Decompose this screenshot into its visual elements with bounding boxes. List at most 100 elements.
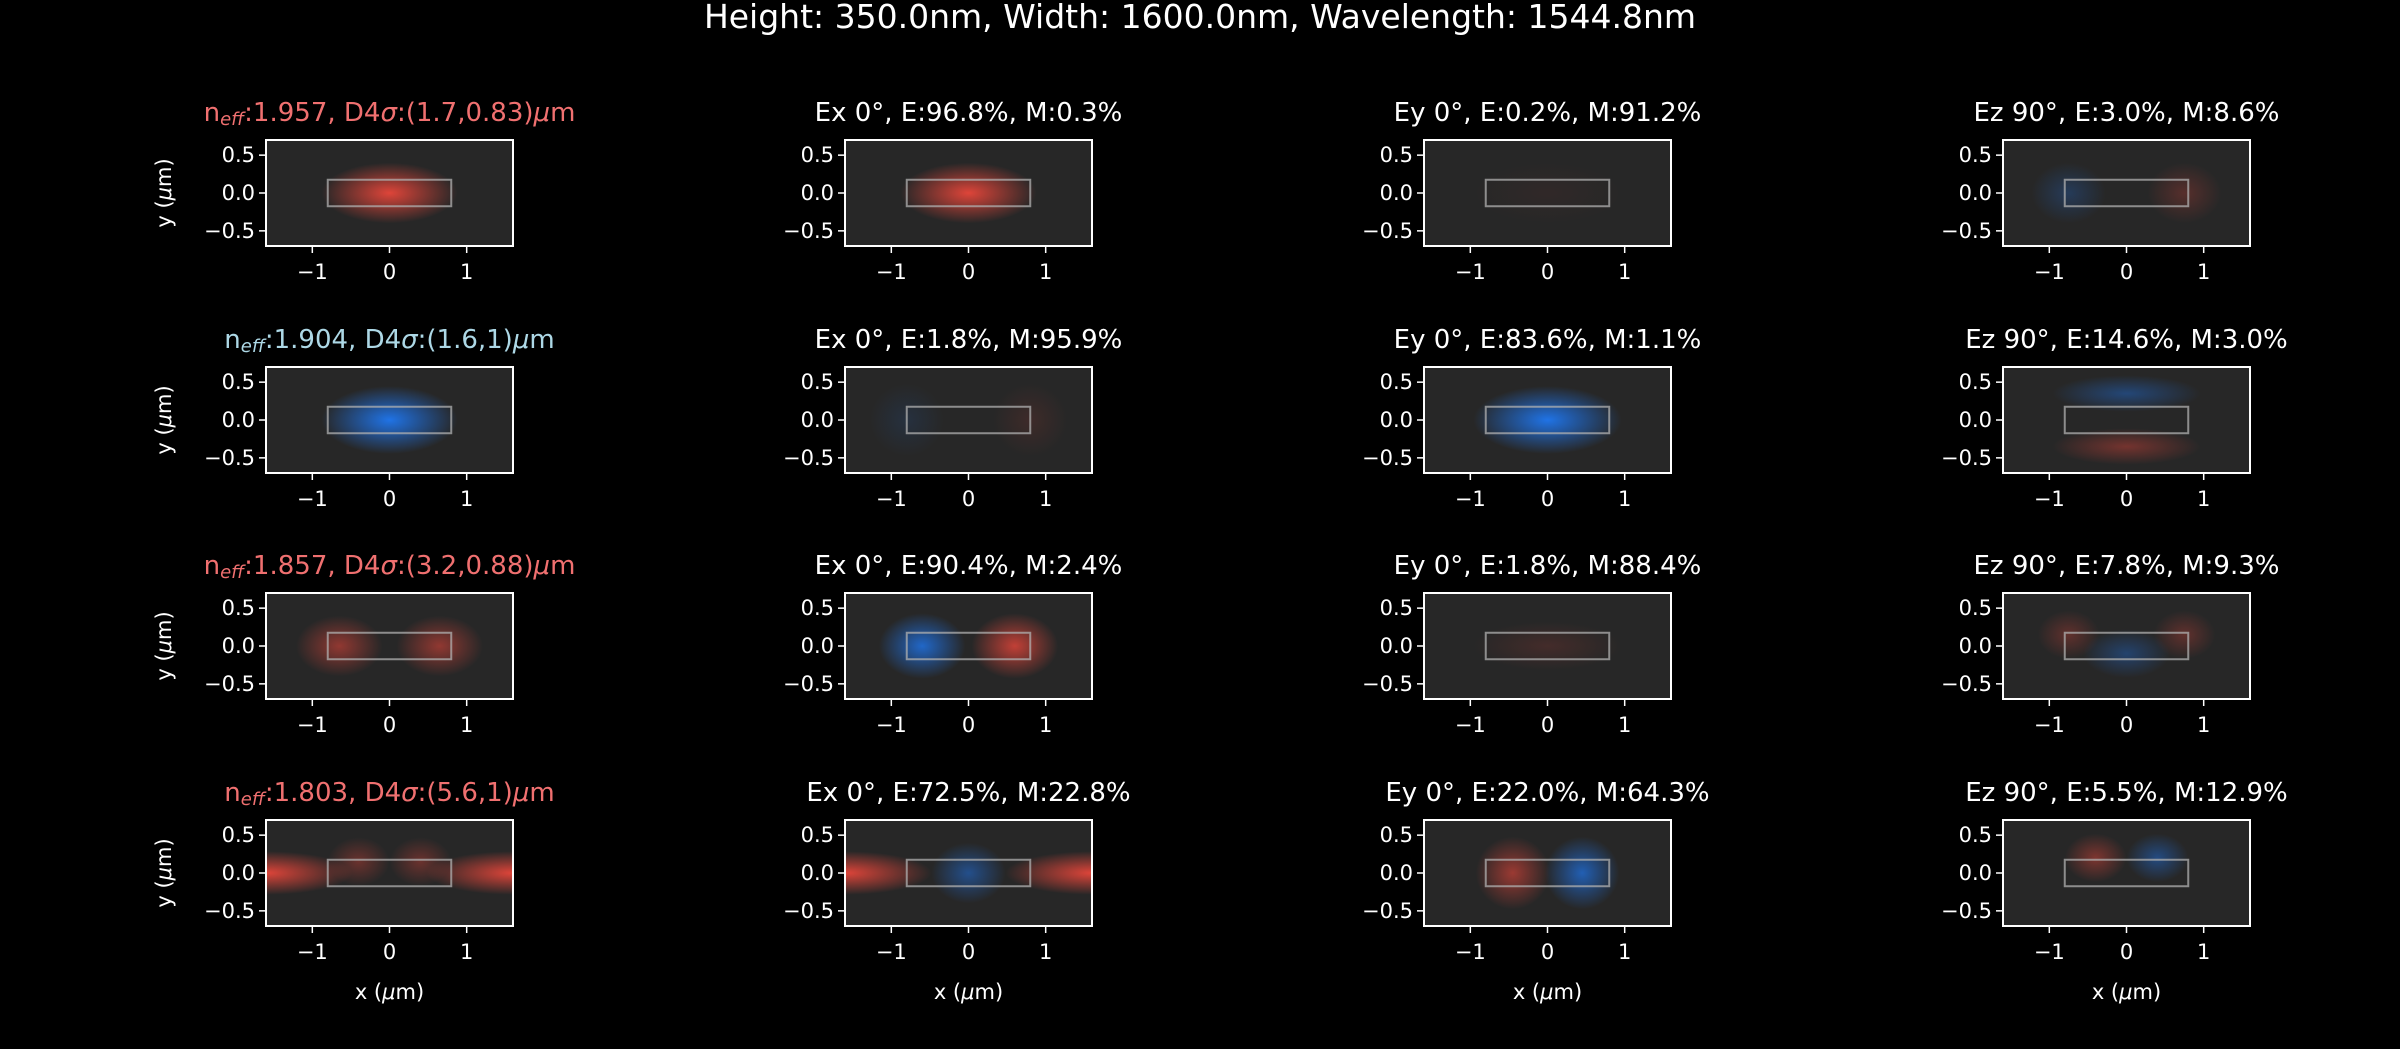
y-tick-label: 0.0 [1959,634,1992,658]
y-tick-label: 0.5 [222,596,255,620]
negative-field-lobe [931,842,1006,904]
y-axis-label: y (μm) [152,611,176,680]
x-tick-label: −1 [2034,940,2065,964]
y-tick-label: 0.0 [1380,861,1413,885]
field-layer [900,162,1037,224]
x-tick-label: −1 [297,260,328,284]
negative-field-lobe [321,386,458,454]
x-tick-label: 0 [2120,487,2133,511]
subplot-r1-ey: Ey 0°, E:0.2%, M:91.2% −1 0 1 0.5 0.0 −0.5 [1311,95,1871,315]
positive-field-lobe [971,613,1059,679]
x-tick-label: −1 [2034,260,2065,284]
x-tick-label: 1 [460,940,473,964]
x-tick-label: 0 [1541,940,1554,964]
field-plot: −1 0 1 0.5 0.0 −0.5 y (μm) [152,139,514,284]
positive-field-lobe [845,851,932,895]
y-tick-label: 0.0 [801,861,834,885]
y-tick-label: −0.5 [1362,219,1413,243]
subplot-r3-ey: Ey 0°, E:1.8%, M:88.4% −1 0 1 0.5 0.0 −0.5 [1311,548,1871,768]
sigma-symbol: σ [401,325,418,355]
subplot-r2-ex: Ex 0°, E:1.8%, M:95.9% −1 0 1 0.5 0.0 −0.5 [732,322,1292,542]
y-tick-label: 0.0 [1380,408,1413,432]
waveguide-core-outline [2063,631,2190,661]
x-tick-label: 1 [460,487,473,511]
y-tick-label: 0.0 [222,408,255,432]
y-tick-label: −0.5 [783,446,834,470]
y-tick-label: 0.5 [801,823,834,847]
component-title: Ey 0°, E:1.8%, M:88.4% [1393,551,1702,581]
field-layer [2037,610,2216,678]
field-plot: −1 0 1 0.5 0.0 −0.5 [1362,592,1672,737]
x-axis-label: x (μm) [934,980,1003,1004]
unit-m: m [529,325,555,355]
x-tick-label: 0 [1541,487,1554,511]
waveguide-core-outline [2063,178,2190,208]
y-tick-label: 0.5 [1380,143,1413,167]
x-tick-label: 0 [962,940,975,964]
x-tick-label: 0 [962,487,975,511]
x-tick-label: 0 [383,940,396,964]
x-tick-label: 0 [2120,940,2133,964]
y-tick-label: 0.5 [1959,143,1992,167]
y-tick-label: −0.5 [1941,672,1992,696]
unit-m: m [529,778,555,808]
field-plot: −1 0 1 0.5 0.0 −0.5 [1941,139,2251,284]
subplot-r1-ez: Ez 90°, E:3.0%, M:8.6% −1 0 1 0.5 0.0 −0.5 [1890,95,2400,315]
waveguide-core-outline [2063,858,2190,888]
y-tick-label: 0.5 [222,143,255,167]
subplot-r2-mode: neff:1.904, D4σ:(1.6,1)μm −1 0 1 0.5 0.0 −0.5 y… [152,322,713,542]
y-tick-label: −0.5 [783,219,834,243]
y-tick-label: −0.5 [783,899,834,923]
positive-field-lobe [900,162,1037,224]
field-plot: −1 0 1 0.5 0.0 −0.5 [1941,592,2251,737]
subplot-r2-ey: Ey 0°, E:83.6%, M:1.1% −1 0 1 0.5 0.0 −0.5 [1311,322,1871,542]
y-tick-label: 0.5 [1380,370,1413,394]
field-layer [845,842,1092,904]
waveguide-core-outline [905,858,1032,888]
mode-title: neff:1.957, D4σ:(1.7,0.83)μm [153,98,626,135]
waveguide-core-outline [905,405,1032,435]
neff-value: :1.904, D4 [264,325,402,355]
neff-subscript: eff [240,336,265,357]
waveguide-core-outline [326,858,453,888]
y-tick-label: −0.5 [783,672,834,696]
negative-field-lobe [2052,375,2201,412]
waveguide-core-outline [326,178,453,208]
negative-field-lobe [2031,162,2106,224]
negative-field-lobe [878,613,966,679]
x-tick-label: 1 [1618,487,1631,511]
y-axis-label: y (μm) [152,385,176,454]
x-tick-label: 1 [1039,713,1052,737]
field-layer [266,837,513,895]
x-tick-label: 0 [962,260,975,284]
field-plot: −1 0 1 0.5 0.0 −0.5 y (μm) x (μm) [152,819,514,1004]
waveguide-core-outline [1484,405,1611,435]
y-tick-label: −0.5 [1362,446,1413,470]
unit-mu: μ [533,98,551,128]
positive-field-lobe [2153,610,2216,659]
positive-field-lobe [389,837,452,886]
x-tick-label: −1 [2034,713,2065,737]
field-layer [1473,162,1622,224]
x-tick-label: −1 [297,940,328,964]
neff-subscript: eff [240,789,265,810]
y-tick-label: 0.5 [1380,823,1413,847]
negative-field-lobe [1473,386,1622,454]
x-tick-label: −1 [1455,260,1486,284]
component-title: Ey 0°, E:0.2%, M:91.2% [1393,98,1702,128]
waveguide-core-outline [905,631,1032,661]
x-tick-label: −1 [1455,940,1486,964]
x-tick-label: 1 [2197,260,2210,284]
positive-field-lobe [2147,162,2222,224]
component-title: Ez 90°, E:7.8%, M:9.3% [1973,551,2280,581]
positive-field-lobe [1473,621,1622,671]
neff-value: :1.803, D4 [264,778,402,808]
negative-field-lobe [2126,833,2189,883]
field-layer [2052,375,2201,465]
y-tick-label: −0.5 [1941,899,1992,923]
neff-subscript: eff [220,562,245,583]
y-tick-label: 0.0 [1959,181,1992,205]
mode-title: neff:1.904, D4σ:(1.6,1)μm [153,325,626,362]
subplot-r4-mode: neff:1.803, D4σ:(5.6,1)μm −1 0 1 0.5 0.0 −0.5 y… [152,775,713,1004]
x-tick-label: 1 [2197,487,2210,511]
